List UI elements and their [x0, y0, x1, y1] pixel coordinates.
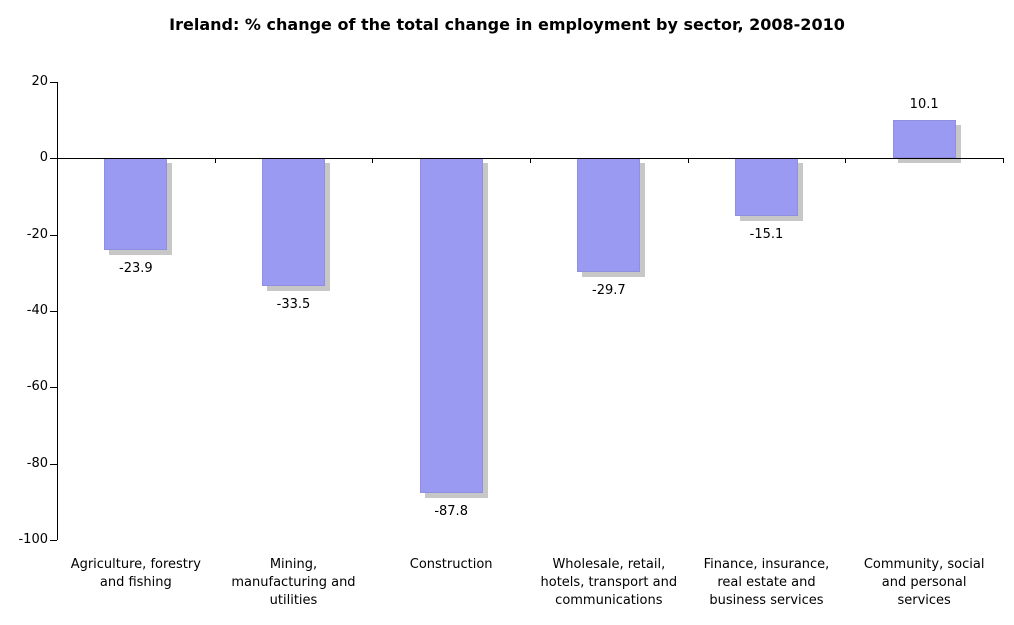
- y-axis-tick: [50, 463, 57, 465]
- y-axis-line: [57, 82, 58, 540]
- y-axis-tick: [50, 387, 57, 389]
- category-axis-tick: [530, 158, 531, 164]
- y-tick-label: 0: [39, 150, 48, 166]
- bar-value-label: -33.5: [276, 297, 311, 313]
- bar-value-label: 10.1: [909, 96, 939, 112]
- y-axis-tick: [50, 540, 57, 541]
- bar-value-label: -29.7: [592, 282, 626, 298]
- y-tick-label: -20: [26, 226, 48, 242]
- bar: [577, 158, 641, 272]
- bar: [419, 158, 483, 494]
- y-axis-tick: [50, 234, 57, 236]
- bar: [262, 158, 325, 287]
- bar-value-label: -15.1: [749, 226, 784, 242]
- category-label: Community, social and personal services: [863, 557, 985, 608]
- y-tick-label: -60: [26, 379, 48, 395]
- category-label: Wholesale, retail, hotels, transport and…: [540, 557, 678, 608]
- category-label: Agriculture, forestry and fishing: [70, 557, 201, 590]
- category-axis-tick: [372, 158, 374, 164]
- y-tick-label: 20: [31, 74, 48, 89]
- y-tick-label: -80: [26, 455, 48, 471]
- bar-value-label: -23.9: [119, 260, 153, 276]
- bar-value-label: -87.8: [434, 504, 468, 520]
- category-axis-tick: [687, 158, 689, 164]
- bar: [735, 158, 798, 216]
- category-axis-tick: [214, 158, 216, 164]
- y-tick-label: -40: [26, 303, 48, 318]
- chart-title: Ireland: % change of the total change in…: [169, 15, 845, 34]
- category-axis-tick: [845, 158, 847, 164]
- y-axis-tick: [50, 158, 57, 160]
- bar: [892, 119, 956, 159]
- category-axis-tick: [1003, 158, 1004, 164]
- bar: [104, 158, 168, 250]
- y-axis-tick: [50, 311, 57, 312]
- category-label: Mining, manufacturing and utilities: [231, 557, 356, 608]
- y-tick-label: -100: [18, 532, 48, 547]
- category-label: Construction: [409, 557, 493, 572]
- y-axis-tick: [50, 82, 57, 83]
- category-label: Finance, insurance, real estate and busi…: [703, 557, 830, 608]
